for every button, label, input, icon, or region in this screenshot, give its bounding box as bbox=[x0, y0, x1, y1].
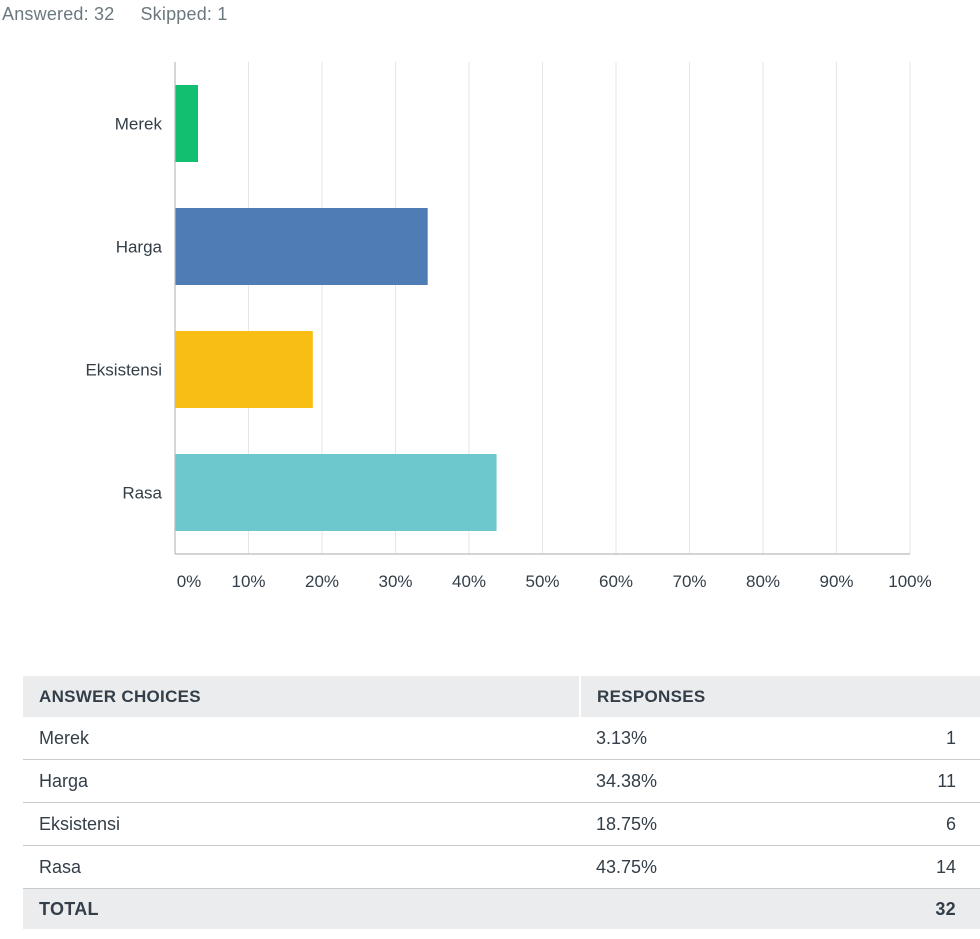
axes bbox=[174, 62, 910, 555]
percent-cell: 18.75% bbox=[580, 802, 823, 846]
count-cell: 6 bbox=[822, 802, 980, 846]
bar-harga bbox=[175, 208, 428, 285]
category-label: Rasa bbox=[122, 484, 162, 503]
bar-rasa bbox=[175, 454, 497, 531]
x-tick-label: 0% bbox=[177, 572, 202, 591]
x-tick-label: 90% bbox=[819, 572, 853, 591]
x-tick-label: 100% bbox=[888, 572, 931, 591]
bar-merek bbox=[175, 85, 199, 162]
skipped-count: Skipped: 1 bbox=[140, 4, 228, 24]
x-tick-label: 40% bbox=[452, 572, 486, 591]
choice-cell: Eksistensi bbox=[23, 802, 580, 846]
x-tick-label: 30% bbox=[378, 572, 412, 591]
choice-cell: Rasa bbox=[23, 845, 580, 889]
choice-cell: Harga bbox=[23, 759, 580, 803]
choice-cell: Merek bbox=[23, 717, 580, 760]
table-header-row: ANSWER CHOICES RESPONSES bbox=[23, 676, 980, 717]
bar-chart: Merek Harga Eksistensi Rasa 0% 10% 20% 30% 40% 5… bbox=[85, 62, 932, 591]
percent-cell: 3.13% bbox=[580, 717, 823, 760]
bar-eksistensi bbox=[175, 331, 313, 408]
category-label: Eksistensi bbox=[85, 361, 162, 380]
response-summary: Answered: 32 Skipped: 1 bbox=[2, 4, 228, 25]
answered-count: Answered: 32 bbox=[2, 4, 115, 24]
count-cell: 14 bbox=[822, 845, 980, 889]
tick-labels: 0% 10% 20% 30% 40% 50% 60% 70% 80% 90% 100% bbox=[177, 572, 932, 591]
x-tick-label: 80% bbox=[746, 572, 780, 591]
category-label: Harga bbox=[116, 238, 163, 257]
x-tick-label: 70% bbox=[672, 572, 706, 591]
x-tick-label: 60% bbox=[599, 572, 633, 591]
total-label: TOTAL bbox=[23, 888, 580, 929]
header-responses: RESPONSES bbox=[580, 676, 980, 717]
percent-cell: 43.75% bbox=[580, 845, 823, 889]
table-row: Harga 34.38% 11 bbox=[23, 759, 980, 803]
x-tick-label: 50% bbox=[525, 572, 559, 591]
header-answer-choices: ANSWER CHOICES bbox=[23, 676, 581, 717]
total-spacer bbox=[580, 888, 823, 929]
total-row: TOTAL 32 bbox=[23, 888, 980, 929]
table-row: Eksistensi 18.75% 6 bbox=[23, 802, 980, 846]
category-label: Merek bbox=[115, 115, 163, 134]
percent-cell: 34.38% bbox=[580, 759, 823, 803]
table-row: Merek 3.13% 1 bbox=[23, 717, 980, 760]
x-tick-label: 20% bbox=[305, 572, 339, 591]
category-labels: Merek Harga Eksistensi Rasa bbox=[85, 115, 162, 503]
total-count: 32 bbox=[822, 888, 980, 929]
count-cell: 1 bbox=[822, 717, 980, 760]
count-cell: 11 bbox=[822, 759, 980, 803]
table-row: Rasa 43.75% 14 bbox=[23, 845, 980, 889]
x-tick-label: 10% bbox=[231, 572, 265, 591]
bars bbox=[175, 85, 497, 531]
responses-table: ANSWER CHOICES RESPONSES Merek 3.13% 1 H… bbox=[23, 676, 980, 929]
